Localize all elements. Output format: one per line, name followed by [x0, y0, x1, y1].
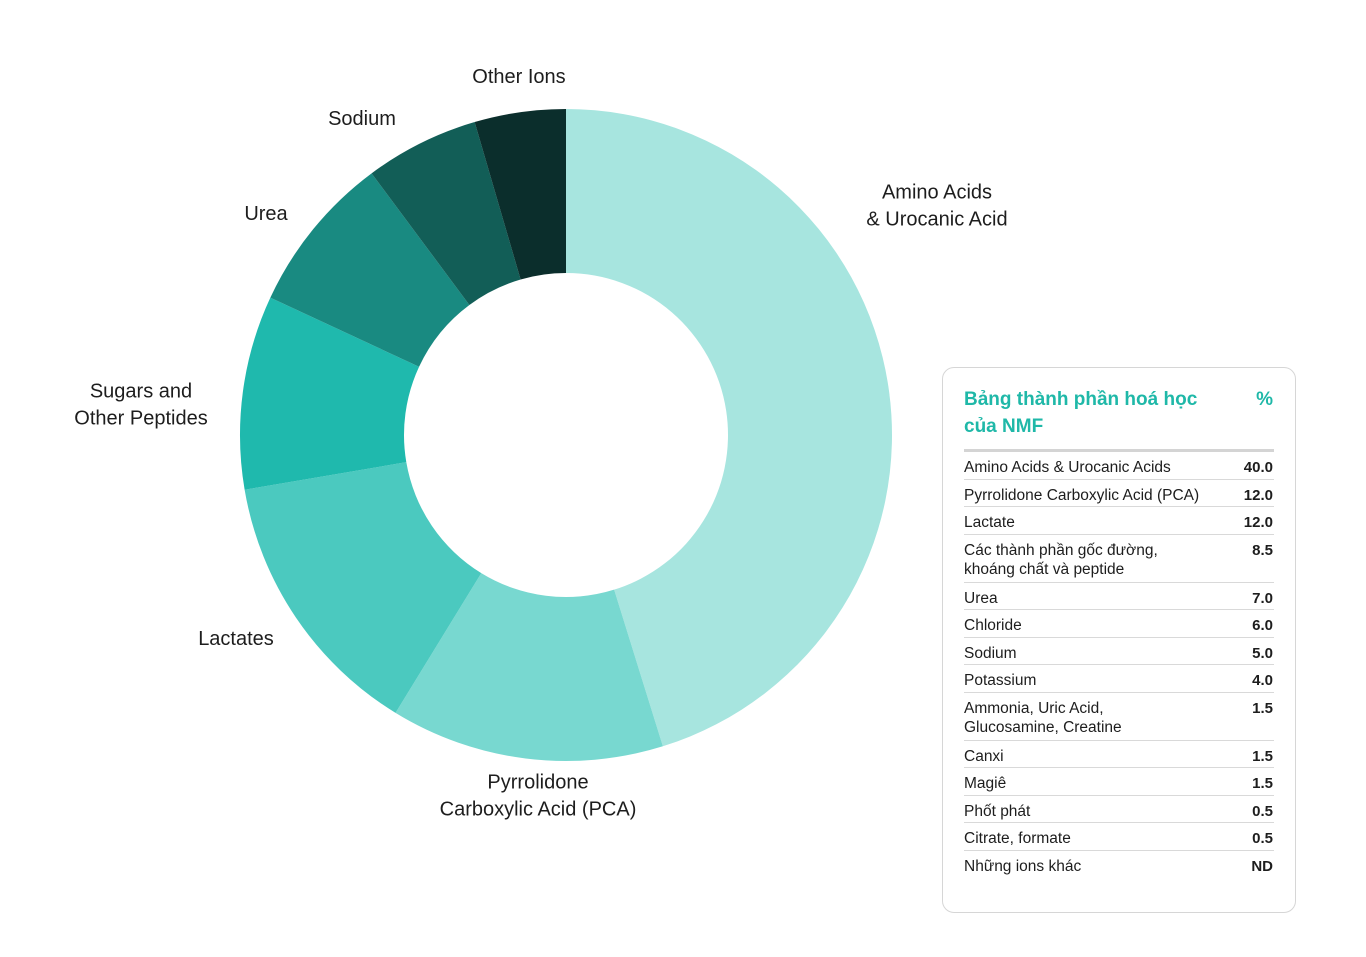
row-value: 7.0 — [1252, 589, 1273, 607]
row-label: Sodium — [964, 644, 1017, 662]
donut-slice — [270, 173, 470, 367]
row-value: 40.0 — [1243, 459, 1273, 476]
slice-label: Other Ions — [472, 66, 565, 88]
donut-slices — [239, 109, 892, 761]
table-row: Canxi 1.5 — [964, 741, 1274, 768]
table-row: Lactate 12.0 — [964, 507, 1274, 535]
row-label: Canxi — [964, 747, 1004, 765]
slice-label: Amino Acids & Urocanic Acid — [866, 182, 1007, 231]
slice-label: Lactates — [198, 628, 274, 650]
row-value: 1.5 — [1252, 747, 1273, 765]
percent-column-header: % — [1256, 389, 1273, 410]
row-value: 4.0 — [1252, 672, 1273, 689]
table-row: Potassium 4.0 — [964, 665, 1274, 693]
nmf-composition-table: Bảng thành phần hoá học của NMF % Amino … — [942, 367, 1296, 913]
row-value: 1.5 — [1252, 699, 1273, 717]
row-label: Urea — [964, 589, 998, 607]
table-title: Bảng thành phần hoá học của NMF — [964, 389, 1198, 437]
donut-slice — [395, 573, 663, 761]
row-label: Những ions khác — [964, 857, 1082, 875]
row-value: 6.0 — [1252, 617, 1273, 634]
row-label: Potassium — [964, 672, 1037, 689]
table-row: Ammonia, Uric Acid, Glucosamine, Creatin… — [964, 693, 1274, 741]
slice-labels: Amino Acids & Urocanic Acid Pyrrolidone Car… — [74, 66, 1007, 821]
row-value: 1.5 — [1252, 775, 1273, 792]
table-row: Chloride 6.0 — [964, 610, 1274, 638]
slice-label: Pyrrolidone Carboxylic Acid (PCA) — [440, 772, 637, 821]
row-value: 12.0 — [1243, 514, 1273, 531]
table-rows: Amino Acids & Urocanic Acids 40.0 Pyrrol… — [964, 452, 1274, 878]
row-label: Citrate, formate — [964, 830, 1071, 847]
row-value: 8.5 — [1252, 541, 1273, 559]
slice-label: Urea — [244, 203, 288, 225]
donut-slice — [371, 122, 521, 305]
row-label: Magiê — [964, 775, 1007, 792]
row-label: Phốt phát — [964, 802, 1031, 820]
donut-slice — [239, 297, 420, 490]
row-label: Ammonia, Uric Acid, Glucosamine, Creatin… — [964, 699, 1122, 736]
donut-slice — [474, 109, 566, 280]
table-row: Các thành phần gốc đường, khoáng chất và… — [964, 535, 1274, 583]
row-label: Chloride — [964, 617, 1022, 634]
row-value: 12.0 — [1243, 486, 1273, 504]
table-row: Những ions khác ND — [964, 851, 1274, 879]
table-row: Urea 7.0 — [964, 583, 1274, 610]
row-value: 0.5 — [1252, 802, 1273, 820]
row-value: 5.0 — [1252, 644, 1273, 662]
row-label: Pyrrolidone Carboxylic Acid (PCA) — [964, 486, 1200, 504]
table-row: Sodium 5.0 — [964, 638, 1274, 665]
row-label: Lactate — [964, 514, 1015, 531]
table-row: Phốt phát 0.5 — [964, 796, 1274, 823]
row-label: Các thành phần gốc đường, khoáng chất và… — [964, 541, 1158, 578]
table-row: Amino Acids & Urocanic Acids 40.0 — [964, 452, 1274, 480]
slice-label: Sugars and Other Peptides — [74, 381, 207, 430]
row-label: Amino Acids & Urocanic Acids — [964, 459, 1171, 476]
row-value: 0.5 — [1252, 830, 1273, 847]
donut-slice — [244, 462, 482, 713]
table-header: Bảng thành phần hoá học của NMF % — [964, 386, 1274, 452]
table-row: Magiê 1.5 — [964, 768, 1274, 796]
donut-slice — [566, 109, 892, 747]
row-value: ND — [1251, 857, 1273, 875]
table-row: Citrate, formate 0.5 — [964, 823, 1274, 851]
slice-label: Sodium — [328, 108, 396, 130]
table-row: Pyrrolidone Carboxylic Acid (PCA) 12.0 — [964, 480, 1274, 507]
